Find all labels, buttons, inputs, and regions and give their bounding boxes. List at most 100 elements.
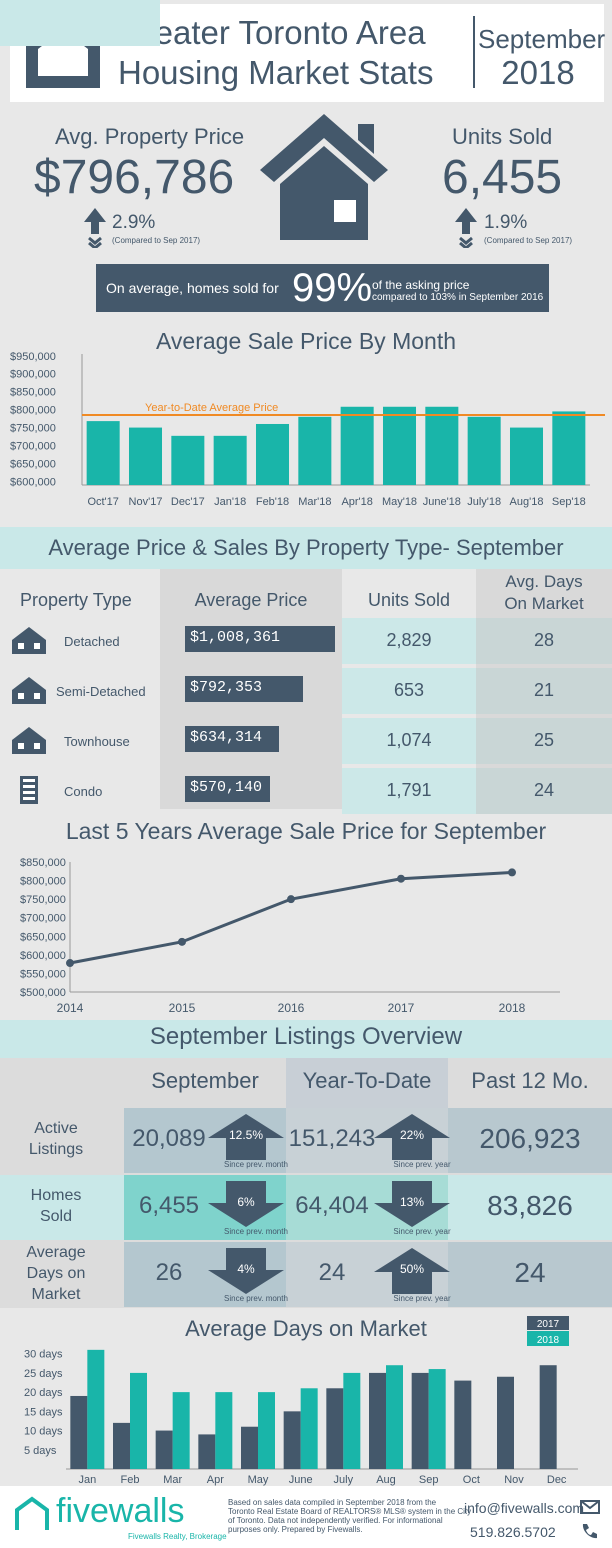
header-units-sold: Units Sold bbox=[367, 590, 451, 610]
window bbox=[18, 693, 24, 699]
row-p12-bg bbox=[448, 1108, 612, 1173]
days-value: 24 bbox=[533, 780, 555, 800]
legend-label: 2017 bbox=[537, 1319, 560, 1330]
row-units-bg bbox=[342, 668, 476, 714]
window bbox=[34, 643, 40, 649]
arrow-shape bbox=[208, 1181, 284, 1227]
listings-title-band bbox=[0, 1020, 612, 1058]
email-address[interactable]: info@fivewalls.com bbox=[464, 1500, 585, 1516]
asking-prefix: On average, homes sold for bbox=[106, 280, 279, 296]
row-days-bg bbox=[476, 768, 612, 814]
header-average-price: Average Price bbox=[194, 590, 308, 610]
brand-subtitle: Fivewalls Realty, Brokerage bbox=[128, 1532, 227, 1541]
bar bbox=[171, 435, 205, 485]
price-label: $792,353 bbox=[190, 679, 263, 696]
x-tick-label: May bbox=[248, 1474, 269, 1486]
bar-2017 bbox=[539, 1365, 557, 1469]
data-point bbox=[287, 895, 295, 904]
ytd-value: 24 bbox=[318, 1259, 346, 1286]
window bbox=[18, 743, 24, 749]
row-label: Listings bbox=[28, 1141, 84, 1158]
units-value: 653 bbox=[393, 680, 425, 700]
arrow-shape bbox=[208, 1114, 284, 1160]
row-units-bg bbox=[342, 718, 476, 764]
units-value: 2,829 bbox=[386, 630, 432, 650]
bar-2018 bbox=[300, 1388, 318, 1469]
row-type-label: Condo bbox=[64, 784, 103, 799]
row-type-label: Townhouse bbox=[64, 734, 130, 749]
house-shape bbox=[12, 677, 46, 704]
x-tick-label: 2016 bbox=[278, 1001, 305, 1015]
x-tick-label: Apr bbox=[207, 1474, 224, 1486]
header-month: September bbox=[478, 24, 606, 54]
chart-title-days: Average Days on Market bbox=[185, 1316, 427, 1341]
phone-number[interactable]: 519.826.5702 bbox=[470, 1524, 556, 1540]
x-tick-label: June bbox=[289, 1474, 313, 1486]
window bbox=[23, 791, 35, 794]
bar-2017 bbox=[454, 1380, 472, 1469]
window bbox=[34, 743, 40, 749]
down-arrow-icon bbox=[208, 1181, 284, 1227]
listings-header-past12: Past 12 Mo. bbox=[471, 1068, 589, 1093]
row-label-bg bbox=[0, 1175, 124, 1240]
x-tick-label: Feb'18 bbox=[256, 496, 289, 508]
monthly-price-chart: $950,000 $900,000 $850,000 $800,000 $750,000… bbox=[10, 351, 605, 508]
x-tick-label: Feb bbox=[121, 1474, 140, 1486]
sep-value: 20,089 bbox=[132, 1125, 206, 1152]
up-arrow-icon bbox=[374, 1248, 450, 1294]
y-tick-label: 25 days bbox=[24, 1368, 63, 1380]
y-tick-label: $850,000 bbox=[20, 857, 66, 869]
asking-compare: compared to 103% in September 2016 bbox=[372, 292, 544, 303]
bar-2017 bbox=[411, 1372, 429, 1469]
asking-suffix: of the asking price bbox=[372, 278, 470, 292]
phone-icon bbox=[582, 1524, 597, 1539]
chart-title-monthly: Average Sale Price By Month bbox=[155, 328, 456, 354]
legend-swatch bbox=[527, 1316, 569, 1330]
y-tick-label: $900,000 bbox=[10, 369, 56, 381]
series-line bbox=[69, 870, 513, 965]
bar bbox=[467, 416, 501, 485]
units-sold-value: 6,455 bbox=[442, 151, 563, 204]
row-label: Average bbox=[26, 1244, 86, 1261]
x-tick-label: Nov bbox=[504, 1474, 524, 1486]
listings-header-september: September bbox=[151, 1068, 259, 1093]
bar-2017 bbox=[497, 1376, 514, 1469]
up-arrow-icon bbox=[374, 1114, 450, 1160]
row-label-bg bbox=[0, 1108, 124, 1173]
bar bbox=[552, 411, 586, 485]
bar-2017 bbox=[241, 1426, 258, 1469]
row-type-label: Semi-Detached bbox=[56, 684, 146, 699]
property-section-title: Average Price & Sales By Property Type- … bbox=[48, 535, 564, 560]
days-on-market-chart: 30 days 25 days 20 days 15 days 10 days 5 day… bbox=[24, 1316, 578, 1486]
bar bbox=[86, 421, 120, 485]
y-tick-label: 10 days bbox=[24, 1426, 63, 1438]
title-line-1: Greater Toronto Area bbox=[118, 14, 426, 51]
pct-note: Since prev. month bbox=[224, 1227, 288, 1236]
window bbox=[23, 779, 35, 782]
bar-2017 bbox=[113, 1422, 130, 1469]
y-tick-label: $650,000 bbox=[10, 458, 56, 470]
legend-swatch bbox=[527, 1331, 569, 1346]
bar-2018 bbox=[172, 1392, 190, 1469]
price-bar bbox=[185, 626, 335, 652]
row-p12-bg bbox=[448, 1175, 612, 1240]
data-point bbox=[397, 874, 405, 883]
x-tick-label: Aug bbox=[376, 1474, 396, 1486]
avg-price-value: $796,786 bbox=[34, 151, 235, 204]
x-tick-label: Mar bbox=[163, 1474, 182, 1486]
arrow-shape bbox=[208, 1248, 284, 1294]
pct-note: Since prev. year bbox=[393, 1227, 451, 1236]
pct-label: 12.5% bbox=[228, 1128, 264, 1142]
x-tick-label: Dec'17 bbox=[171, 496, 205, 508]
x-tick-label: Oct bbox=[463, 1474, 480, 1486]
past12-value: 83,826 bbox=[487, 1190, 573, 1221]
y-tick-label: $600,000 bbox=[10, 476, 56, 488]
window bbox=[23, 785, 35, 788]
x-tick-label: Mar'18 bbox=[298, 496, 331, 508]
bar-2018 bbox=[386, 1365, 403, 1469]
bar-2018 bbox=[343, 1372, 361, 1469]
bar bbox=[382, 406, 417, 485]
up-arrow-icon bbox=[208, 1114, 284, 1160]
listings-header-ytd: Year-To-Date bbox=[302, 1068, 432, 1093]
mail-icon bbox=[580, 1500, 600, 1514]
